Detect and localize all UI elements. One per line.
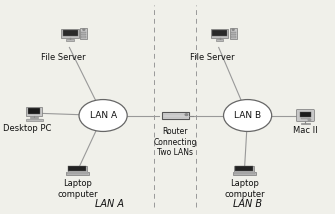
Text: File Server: File Server <box>41 53 85 62</box>
FancyBboxPatch shape <box>229 28 237 39</box>
FancyBboxPatch shape <box>67 172 88 174</box>
FancyBboxPatch shape <box>300 123 310 124</box>
Text: Mac II: Mac II <box>293 126 318 135</box>
FancyBboxPatch shape <box>61 29 79 38</box>
FancyBboxPatch shape <box>68 166 87 172</box>
Circle shape <box>232 29 234 30</box>
FancyBboxPatch shape <box>230 34 236 35</box>
FancyBboxPatch shape <box>215 39 223 41</box>
FancyBboxPatch shape <box>81 31 86 33</box>
FancyBboxPatch shape <box>68 166 86 171</box>
Text: Router
Connecting
Two LANs: Router Connecting Two LANs <box>154 127 197 157</box>
Circle shape <box>83 29 85 30</box>
FancyBboxPatch shape <box>296 110 314 122</box>
Text: Desktop PC: Desktop PC <box>3 123 52 133</box>
FancyBboxPatch shape <box>299 111 311 117</box>
FancyBboxPatch shape <box>230 36 236 38</box>
FancyBboxPatch shape <box>211 29 228 38</box>
FancyBboxPatch shape <box>301 118 310 119</box>
FancyBboxPatch shape <box>66 172 89 175</box>
FancyBboxPatch shape <box>81 36 86 38</box>
FancyBboxPatch shape <box>80 28 87 39</box>
FancyBboxPatch shape <box>212 30 227 36</box>
FancyBboxPatch shape <box>28 108 41 114</box>
FancyBboxPatch shape <box>63 30 78 36</box>
FancyBboxPatch shape <box>162 112 189 119</box>
FancyBboxPatch shape <box>25 119 43 121</box>
Text: Laptop
computer: Laptop computer <box>224 179 265 199</box>
Circle shape <box>308 119 311 121</box>
FancyBboxPatch shape <box>26 107 42 116</box>
Text: LAN A: LAN A <box>89 111 117 120</box>
Circle shape <box>223 100 272 131</box>
Text: LAN A: LAN A <box>95 199 124 209</box>
Text: LAN B: LAN B <box>234 111 261 120</box>
FancyBboxPatch shape <box>233 172 256 175</box>
FancyBboxPatch shape <box>66 39 74 41</box>
FancyBboxPatch shape <box>233 172 255 174</box>
Text: File Server: File Server <box>190 53 234 62</box>
Text: Laptop
computer: Laptop computer <box>57 179 98 199</box>
FancyBboxPatch shape <box>81 34 86 35</box>
FancyBboxPatch shape <box>30 117 38 118</box>
FancyBboxPatch shape <box>234 166 254 172</box>
FancyBboxPatch shape <box>236 166 253 171</box>
Circle shape <box>79 100 127 131</box>
Text: LAN B: LAN B <box>233 199 262 209</box>
Circle shape <box>185 114 188 116</box>
FancyBboxPatch shape <box>230 31 236 33</box>
